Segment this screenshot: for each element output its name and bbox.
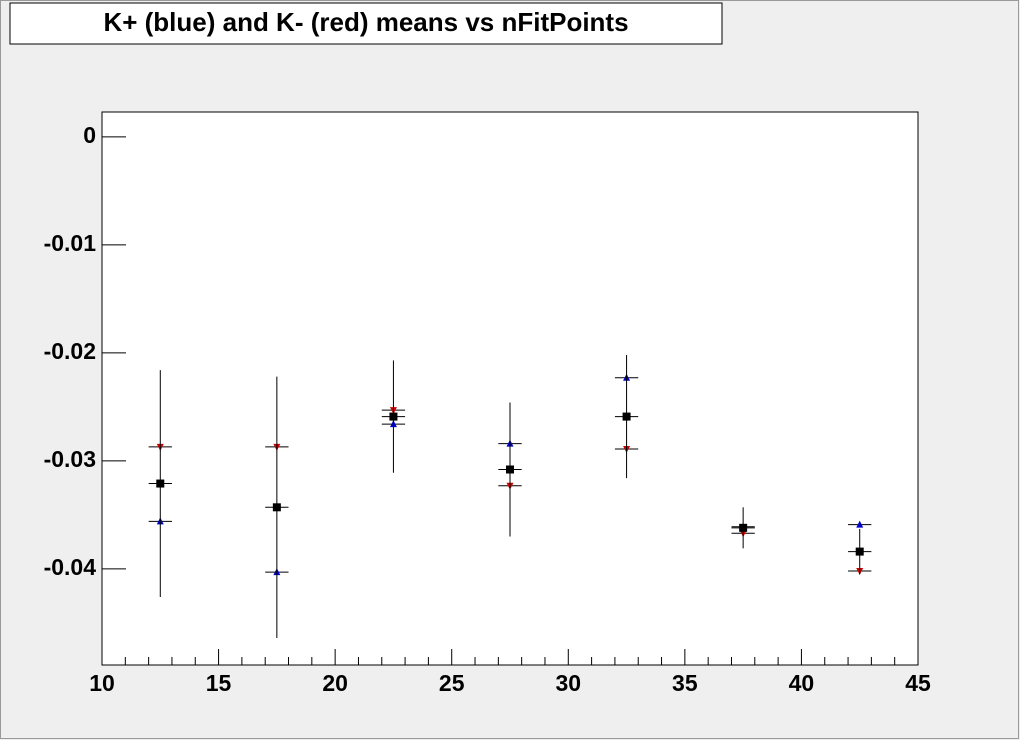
- marker-square: [156, 479, 165, 488]
- y-tick-label: 0: [83, 122, 96, 148]
- y-tick-label: -0.01: [44, 230, 97, 256]
- chart-title: K+ (blue) and K- (red) means vs nFitPoin…: [103, 7, 628, 37]
- x-tick-label: 30: [555, 670, 581, 696]
- x-tick-label: 35: [672, 670, 698, 696]
- marker-square: [739, 523, 748, 532]
- x-tick-label: 45: [905, 670, 931, 696]
- x-tick-label: 20: [322, 670, 348, 696]
- plot-area: 10 15 20 25 30 35 40 45 0 -0.01 -0.02 -0.03 -0.04: [44, 122, 931, 696]
- y-tick-label: -0.02: [44, 338, 96, 364]
- marker-triangle-up: [856, 520, 864, 528]
- x-tick-label: 15: [206, 670, 232, 696]
- marker-square: [622, 412, 631, 421]
- x-tick-label: 10: [89, 670, 115, 696]
- x-tick-label: 25: [439, 670, 465, 696]
- plot-frame: [101, 111, 919, 666]
- x-tick-label: 40: [789, 670, 815, 696]
- y-tick-label: -0.03: [44, 446, 96, 472]
- marker-square: [506, 465, 514, 474]
- marker-square: [855, 547, 864, 556]
- marker-square: [389, 412, 398, 421]
- y-tick-label: -0.04: [44, 554, 97, 580]
- marker-square: [272, 503, 281, 512]
- title-box: [9, 2, 723, 45]
